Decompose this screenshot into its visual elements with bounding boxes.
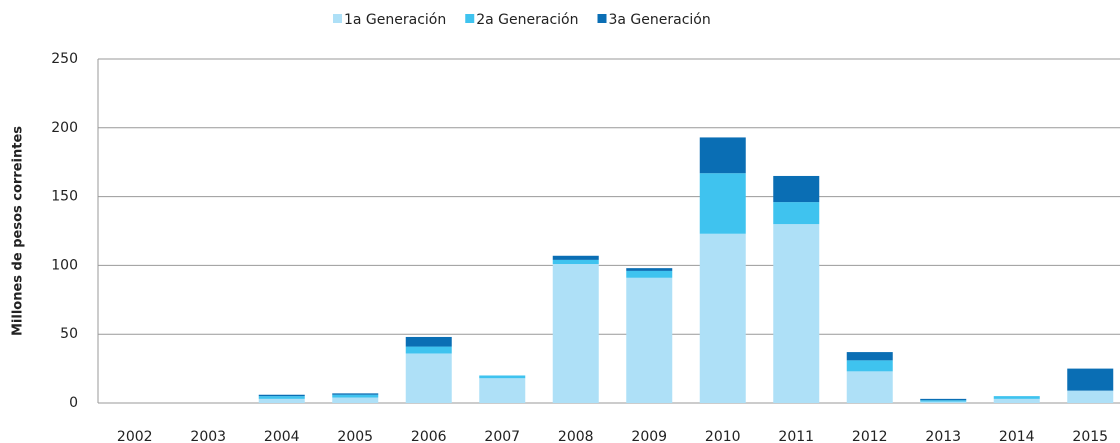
bar-segment	[332, 394, 379, 398]
bar-segment	[773, 202, 820, 225]
bar-segment	[1067, 368, 1114, 391]
legend-label: 3a Generación	[609, 12, 711, 28]
bar-segment	[626, 268, 673, 271]
bar-segment	[258, 398, 305, 403]
legend-swatch	[597, 14, 607, 23]
bar-segment	[846, 352, 893, 361]
legend-label: 2a Generación	[476, 12, 578, 28]
x-tick-label: 2008	[558, 429, 594, 443]
bar-segment	[699, 173, 746, 234]
bar-segment	[479, 378, 526, 403]
bar-segment	[552, 259, 599, 265]
x-tick-label: 2003	[190, 429, 226, 443]
x-tick-label: 2015	[1072, 429, 1108, 443]
bar-segment	[332, 393, 379, 395]
x-tick-label: 2012	[852, 429, 888, 443]
y-axis-label: Millones de pesos correintes	[11, 126, 26, 336]
bar-segment	[993, 396, 1040, 399]
y-tick-label: 0	[69, 395, 78, 411]
y-tick-label: 100	[51, 257, 78, 273]
x-tick-label: 2005	[337, 429, 373, 443]
x-tick-label: 2010	[705, 429, 741, 443]
x-tick-label: 2007	[484, 429, 520, 443]
y-tick-label: 150	[51, 189, 78, 205]
y-tick-label: 50	[60, 326, 78, 342]
bar-segment	[699, 233, 746, 403]
bar-segment	[479, 375, 526, 379]
bar-segment	[405, 336, 452, 347]
bar-segment	[773, 224, 820, 403]
bar-segment	[552, 255, 599, 260]
x-tick-label: 2002	[117, 429, 153, 443]
bar-segment	[846, 371, 893, 403]
bar-segment	[699, 137, 746, 174]
y-tick-label: 250	[51, 51, 78, 67]
x-tick-label: 2009	[631, 429, 667, 443]
bar-segment	[1067, 390, 1114, 403]
bar-segment	[920, 401, 967, 403]
bar-segment	[405, 346, 452, 354]
bar-segment	[626, 270, 673, 278]
bar-segment	[332, 397, 379, 403]
legend-label: 1a Generación	[344, 12, 446, 28]
y-tick-label: 200	[51, 120, 78, 136]
bar-segment	[552, 264, 599, 403]
x-tick-label: 2014	[999, 429, 1035, 443]
bar-segment	[846, 360, 893, 372]
x-tick-label: 2013	[925, 429, 961, 443]
bar-segment	[258, 396, 305, 399]
x-tick-label: 2011	[778, 429, 814, 443]
bar-segment	[626, 277, 673, 403]
x-tick-label: 2006	[411, 429, 447, 443]
x-tick-label: 2004	[264, 429, 300, 443]
bar-segment	[920, 400, 967, 402]
legend-swatch	[333, 14, 342, 23]
bar-segment	[773, 175, 820, 203]
bar-segment	[405, 353, 452, 403]
bar-segment	[993, 398, 1040, 403]
legend-swatch	[465, 14, 475, 23]
bar-segment	[920, 398, 967, 401]
bar-segment	[258, 394, 305, 397]
